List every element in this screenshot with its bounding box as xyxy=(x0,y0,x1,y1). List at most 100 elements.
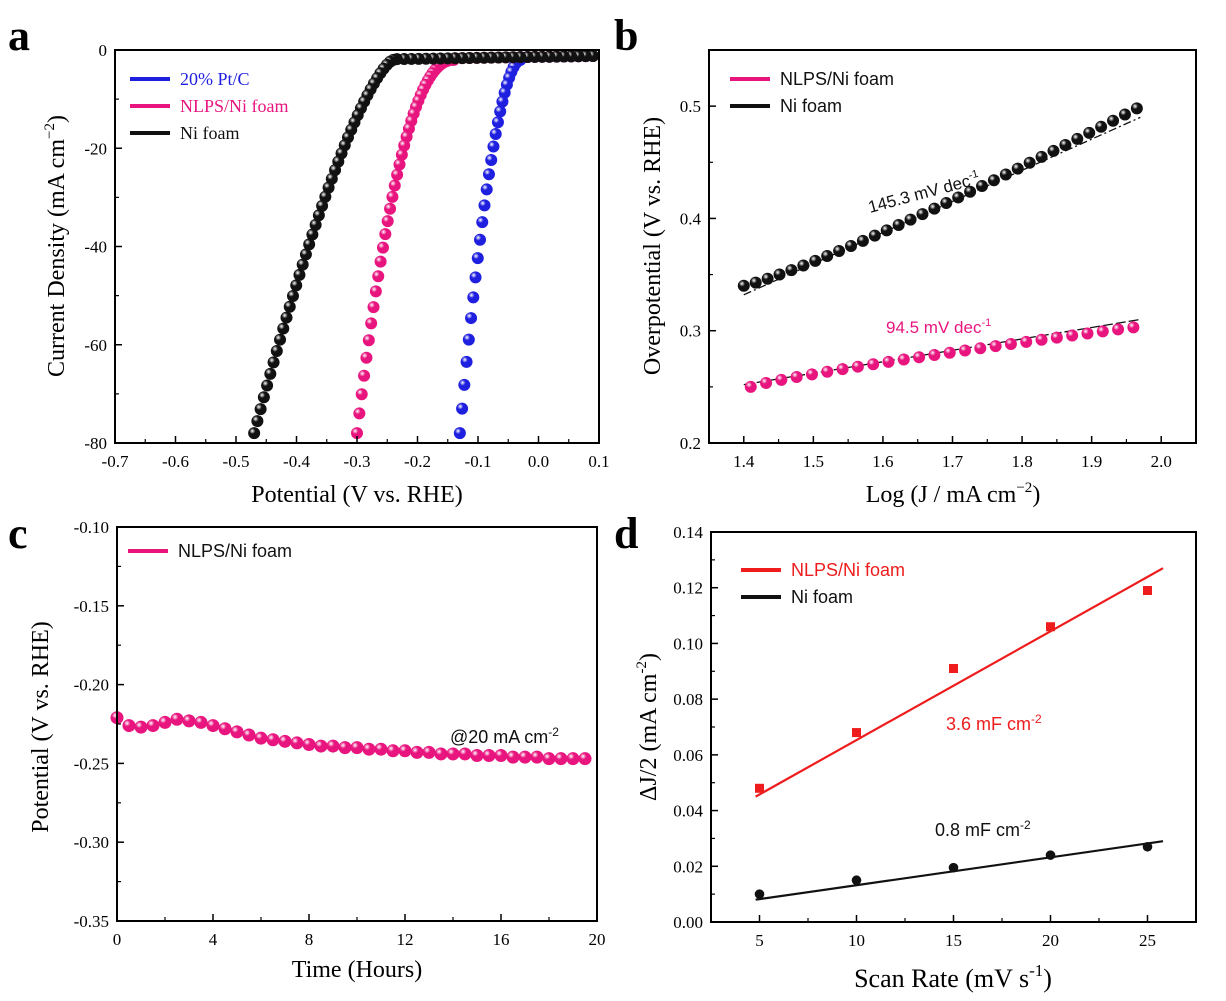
data-point xyxy=(422,745,436,759)
panel-d-x-ticks: 5 10 15 20 25 xyxy=(755,915,1156,950)
data-point xyxy=(446,747,460,761)
y-tick-label: 0.02 xyxy=(673,857,703,876)
data-point xyxy=(293,268,306,281)
data-point xyxy=(852,728,861,738)
data-point xyxy=(296,258,309,271)
data-point xyxy=(230,725,244,739)
legend-label: Ni foam xyxy=(180,123,239,143)
data-point xyxy=(254,403,267,416)
legend-label: NLPS/Ni foam xyxy=(180,96,289,116)
data-point xyxy=(485,154,498,167)
y-tick-label: 0.3 xyxy=(680,322,701,341)
panel-d-plot-area xyxy=(754,567,1164,901)
panel-a-legend: 20% Pt/C NLPS/Ni foam Ni foam xyxy=(130,69,289,143)
x-tick-label: -0.3 xyxy=(344,452,371,471)
data-point xyxy=(381,215,394,228)
data-point xyxy=(351,427,363,440)
y-tick-label: 0.10 xyxy=(673,634,703,653)
panel-c-x-ticks: 0 4 8 12 16 20 xyxy=(113,914,606,949)
data-point xyxy=(856,234,869,247)
x-tick-label: 1.6 xyxy=(872,452,893,471)
data-point xyxy=(833,245,846,258)
y-tick-label: -0.30 xyxy=(74,833,109,852)
data-point xyxy=(277,322,290,335)
y-tick-label: 0.2 xyxy=(680,434,701,453)
y-tick-label: -0.35 xyxy=(74,912,109,931)
data-point xyxy=(386,744,400,758)
panel-b: b 1.4 1.5 1.6 1.7 1.8 1.9 2.0 0.2 0.3 0.4 0.5 NLP… xyxy=(614,11,1197,508)
data-point xyxy=(1083,126,1096,139)
x-tick-label: 16 xyxy=(493,930,510,949)
y-tick-label: -40 xyxy=(84,238,107,257)
data-point xyxy=(482,749,496,763)
data-point xyxy=(836,363,849,376)
data-point xyxy=(471,252,484,265)
x-tick-label: 8 xyxy=(305,930,314,949)
data-point xyxy=(1011,162,1024,175)
x-tick-label: -0.5 xyxy=(223,452,250,471)
data-point xyxy=(949,664,958,673)
data-point xyxy=(456,402,469,415)
data-point xyxy=(1050,331,1063,344)
x-tick-label: 0.0 xyxy=(528,452,549,471)
data-point xyxy=(775,373,788,386)
data-point xyxy=(251,415,264,428)
data-point xyxy=(391,168,404,181)
data-point xyxy=(266,733,280,747)
panel-d-annotation-ni: 0.8 mF cm-2 xyxy=(935,818,1031,840)
panel-b-annotation-nlps: 94.5 mV dec-1 xyxy=(886,317,991,337)
data-point xyxy=(737,279,750,292)
data-point xyxy=(506,750,520,764)
panel-b-plot-area xyxy=(737,102,1143,393)
y-tick-label: 0.5 xyxy=(680,97,701,116)
data-point xyxy=(280,311,293,324)
legend-label: NLPS/Ni foam xyxy=(780,69,894,89)
data-point xyxy=(1096,325,1109,338)
data-point xyxy=(897,353,910,366)
data-point xyxy=(474,233,487,246)
data-point xyxy=(374,742,388,756)
y-tick-label: -20 xyxy=(84,139,107,158)
panel-a-y-ticks: 0 -20 -40 -60 -80 xyxy=(84,41,122,453)
data-point xyxy=(928,348,941,361)
data-point xyxy=(880,224,893,237)
data-point xyxy=(760,376,773,389)
panel-c-x-label: Time (Hours) xyxy=(292,957,422,983)
data-point xyxy=(805,368,818,381)
data-point xyxy=(410,745,424,759)
data-point xyxy=(1047,144,1060,157)
data-point xyxy=(270,344,283,357)
x-tick-label: 2.0 xyxy=(1151,452,1172,471)
data-point xyxy=(384,202,397,215)
data-point xyxy=(1059,138,1072,151)
data-point xyxy=(482,168,495,181)
data-point xyxy=(158,715,172,729)
data-point xyxy=(257,391,270,404)
fit-line xyxy=(755,840,1164,901)
x-tick-label: -0.2 xyxy=(404,452,431,471)
x-tick-label: -0.7 xyxy=(102,452,129,471)
data-point xyxy=(851,875,862,886)
panel-c-annotation: @20 mA cm-2 xyxy=(450,725,559,747)
y-tick-label: 0.00 xyxy=(673,913,703,932)
data-point xyxy=(1066,329,1079,342)
data-point xyxy=(867,358,880,371)
data-point xyxy=(462,333,475,346)
data-point xyxy=(362,334,375,347)
data-point xyxy=(194,715,208,729)
panel-b-letter: b xyxy=(614,11,638,60)
data-point xyxy=(952,191,965,204)
data-point xyxy=(338,741,352,755)
x-tick-label: 1.9 xyxy=(1081,452,1102,471)
data-point xyxy=(1081,327,1094,340)
data-point xyxy=(362,742,376,756)
y-tick-label: -80 xyxy=(84,434,107,453)
data-point xyxy=(1071,132,1084,145)
data-point xyxy=(761,272,774,285)
data-point xyxy=(434,747,448,761)
data-point xyxy=(1127,321,1140,334)
data-point xyxy=(755,783,764,793)
y-tick-label: 0.12 xyxy=(673,579,703,598)
panel-a-letter: a xyxy=(8,11,30,60)
